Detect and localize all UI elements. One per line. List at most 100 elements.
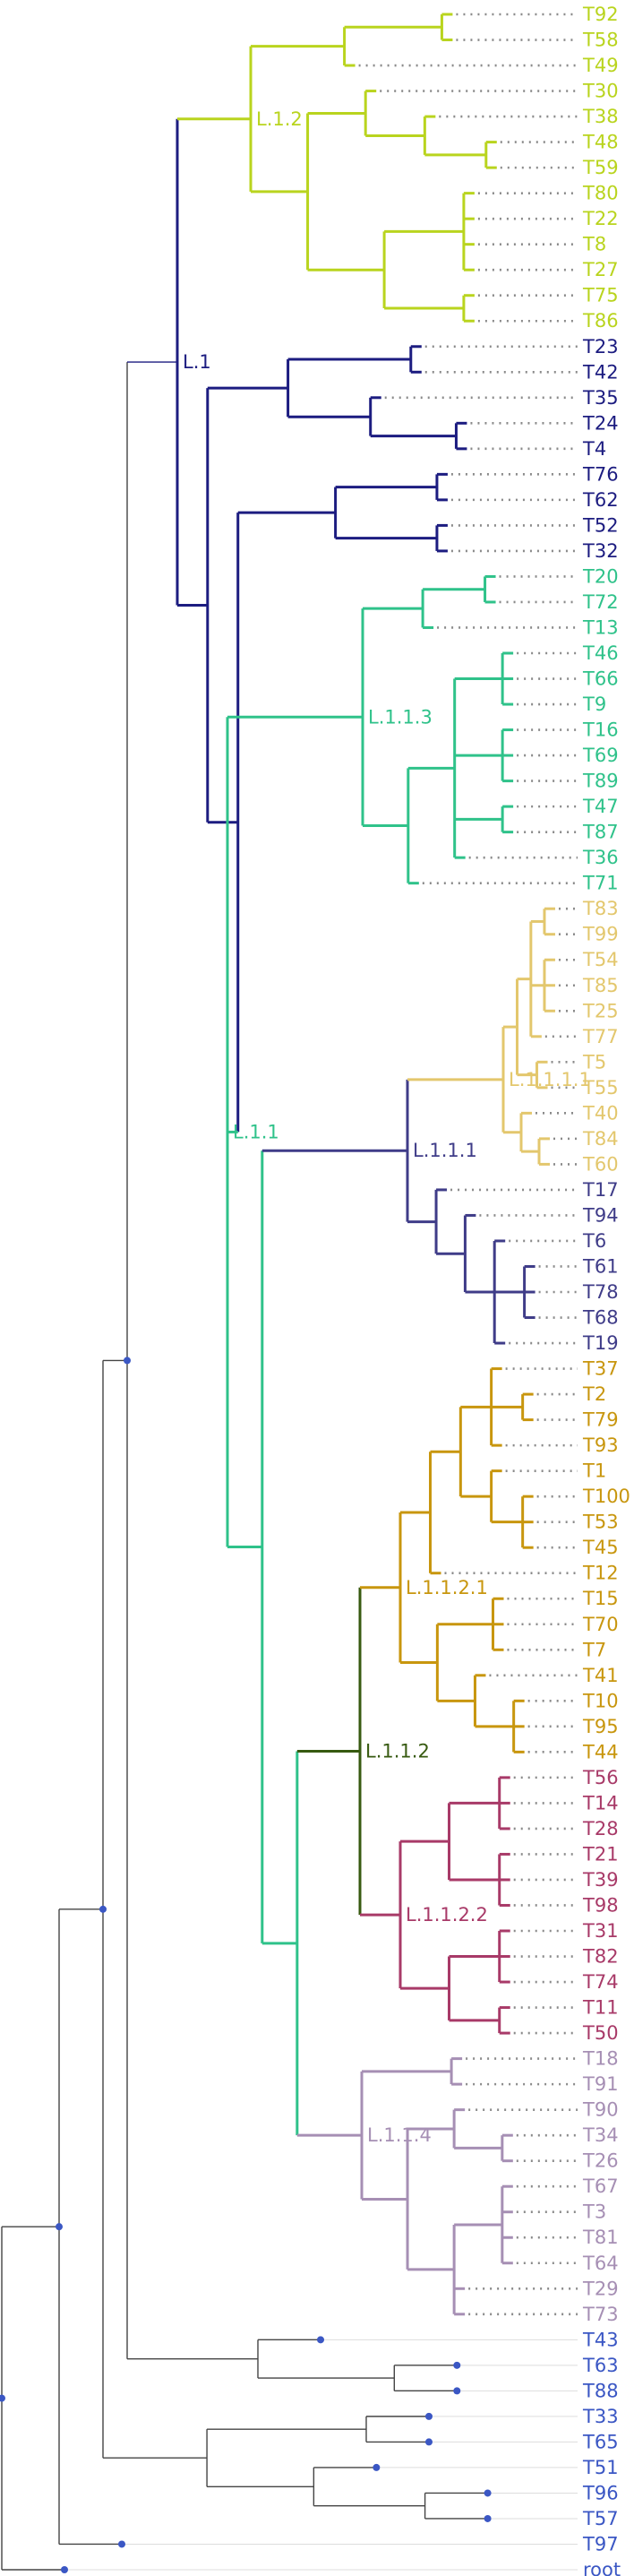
tip-label: T25 <box>582 1000 619 1021</box>
tip-label: T46 <box>582 642 619 664</box>
clade-label: L.1.1.1 <box>413 1140 477 1161</box>
tip-label: T5 <box>582 1051 606 1073</box>
tip-marker <box>484 2514 492 2522</box>
tip-label: T67 <box>582 2175 619 2197</box>
tip-label: T69 <box>582 745 619 766</box>
tip-label: T37 <box>582 1358 619 1380</box>
node-marker <box>99 1905 107 1913</box>
clade-label: L.1.1 <box>233 1121 279 1142</box>
node-marker <box>56 2223 63 2231</box>
tip-label: T92 <box>582 4 619 25</box>
tip-label: T2 <box>582 1383 606 1405</box>
node-marker <box>0 2394 5 2402</box>
tip-label: T79 <box>582 1409 619 1431</box>
tip-label: T21 <box>582 1843 619 1865</box>
clade-label: L.1.1.2.1 <box>406 1577 488 1598</box>
tip-label: T17 <box>582 1179 619 1201</box>
tip-label: T94 <box>582 1204 619 1226</box>
tip-label: T58 <box>582 30 619 51</box>
tip-marker <box>424 2412 433 2420</box>
tip-label: T1 <box>582 1460 606 1482</box>
tip-label: T16 <box>582 719 619 741</box>
tip-label: T28 <box>582 1818 619 1839</box>
tip-marker <box>317 2336 324 2344</box>
tip-label: T13 <box>582 616 619 638</box>
tip-label: T19 <box>582 1332 619 1354</box>
tip-label: T50 <box>582 2022 619 2044</box>
tip-label: T93 <box>582 1434 619 1456</box>
tip-label: T52 <box>582 514 619 536</box>
tip-label: T27 <box>582 259 619 280</box>
tip-label: T6 <box>582 1230 606 1252</box>
tip-label: T78 <box>582 1281 619 1303</box>
tip-label: T62 <box>582 489 619 511</box>
tip-label: T82 <box>582 1946 619 1968</box>
tip-label: T61 <box>582 1255 619 1277</box>
tip-label: T80 <box>582 183 619 204</box>
tip-marker <box>373 2463 381 2471</box>
clade-label: L.1 <box>183 351 211 373</box>
tip-label: T39 <box>582 1869 619 1891</box>
tip-marker <box>424 2438 433 2446</box>
tip-label: T40 <box>582 1102 619 1124</box>
tip-label: T68 <box>582 1307 619 1329</box>
node-marker <box>124 1357 131 1365</box>
tip-label: T90 <box>582 2099 619 2121</box>
tip-label: T100 <box>582 1486 630 1507</box>
tip-label: T53 <box>582 1512 619 1533</box>
tip-label: T77 <box>582 1026 619 1047</box>
tip-label: T43 <box>582 2329 619 2350</box>
tip-label: T71 <box>582 873 619 894</box>
tip-marker <box>118 2540 125 2548</box>
tip-label: T24 <box>582 412 619 434</box>
tip-label: T64 <box>582 2253 619 2274</box>
tip-label: T18 <box>582 2048 619 2070</box>
tip-label: T33 <box>582 2406 619 2427</box>
tip-label: T12 <box>582 1563 619 1584</box>
tip-label: T65 <box>582 2431 619 2452</box>
tip-label: T38 <box>582 106 619 127</box>
tip-label: T26 <box>582 2150 619 2172</box>
tip-label: T29 <box>582 2278 619 2299</box>
tip-label: T20 <box>582 565 619 587</box>
tip-label: T22 <box>582 208 619 229</box>
tip-label: T49 <box>582 55 619 76</box>
tip-marker <box>453 2361 461 2369</box>
clade-label: L.1.1.2.2 <box>406 1904 488 1926</box>
tip-label: T51 <box>582 2457 619 2478</box>
tip-label: T72 <box>582 591 619 613</box>
tip-label: T42 <box>582 361 619 383</box>
tip-label: T76 <box>582 463 619 485</box>
tip-label: T31 <box>582 1920 619 1942</box>
tip-label: T9 <box>582 694 606 715</box>
tip-label: T23 <box>582 336 619 358</box>
tip-label: T35 <box>582 387 619 409</box>
tip-label: T63 <box>582 2355 619 2376</box>
tip-label: T3 <box>582 2201 606 2223</box>
tip-label: T44 <box>582 1741 619 1762</box>
tip-label: T56 <box>582 1767 619 1788</box>
tip-label: T48 <box>582 132 619 153</box>
tip-label: T66 <box>582 668 619 690</box>
tip-label: T70 <box>582 1614 619 1635</box>
tip-label: root <box>583 2559 621 2576</box>
tip-label: T57 <box>582 2508 619 2529</box>
tip-label: T89 <box>582 771 619 792</box>
clade-label: L.1.1.2 <box>365 1740 430 1762</box>
tip-label: T81 <box>582 2227 619 2248</box>
tip-marker <box>484 2489 492 2497</box>
tip-label: T54 <box>582 949 619 970</box>
tip-marker <box>453 2387 461 2395</box>
tip-label: T8 <box>582 234 606 255</box>
tip-label: T84 <box>582 1128 619 1150</box>
tip-label: T74 <box>582 1971 619 1993</box>
tip-label: T59 <box>582 157 619 178</box>
clade-label: L.1.2 <box>256 108 303 130</box>
tip-label: T32 <box>582 540 619 562</box>
tip-label: T36 <box>582 847 619 868</box>
tip-label: T15 <box>582 1588 619 1609</box>
tip-label: T99 <box>582 924 619 945</box>
tip-label: T98 <box>582 1894 619 1916</box>
tip-label: T75 <box>582 285 619 306</box>
